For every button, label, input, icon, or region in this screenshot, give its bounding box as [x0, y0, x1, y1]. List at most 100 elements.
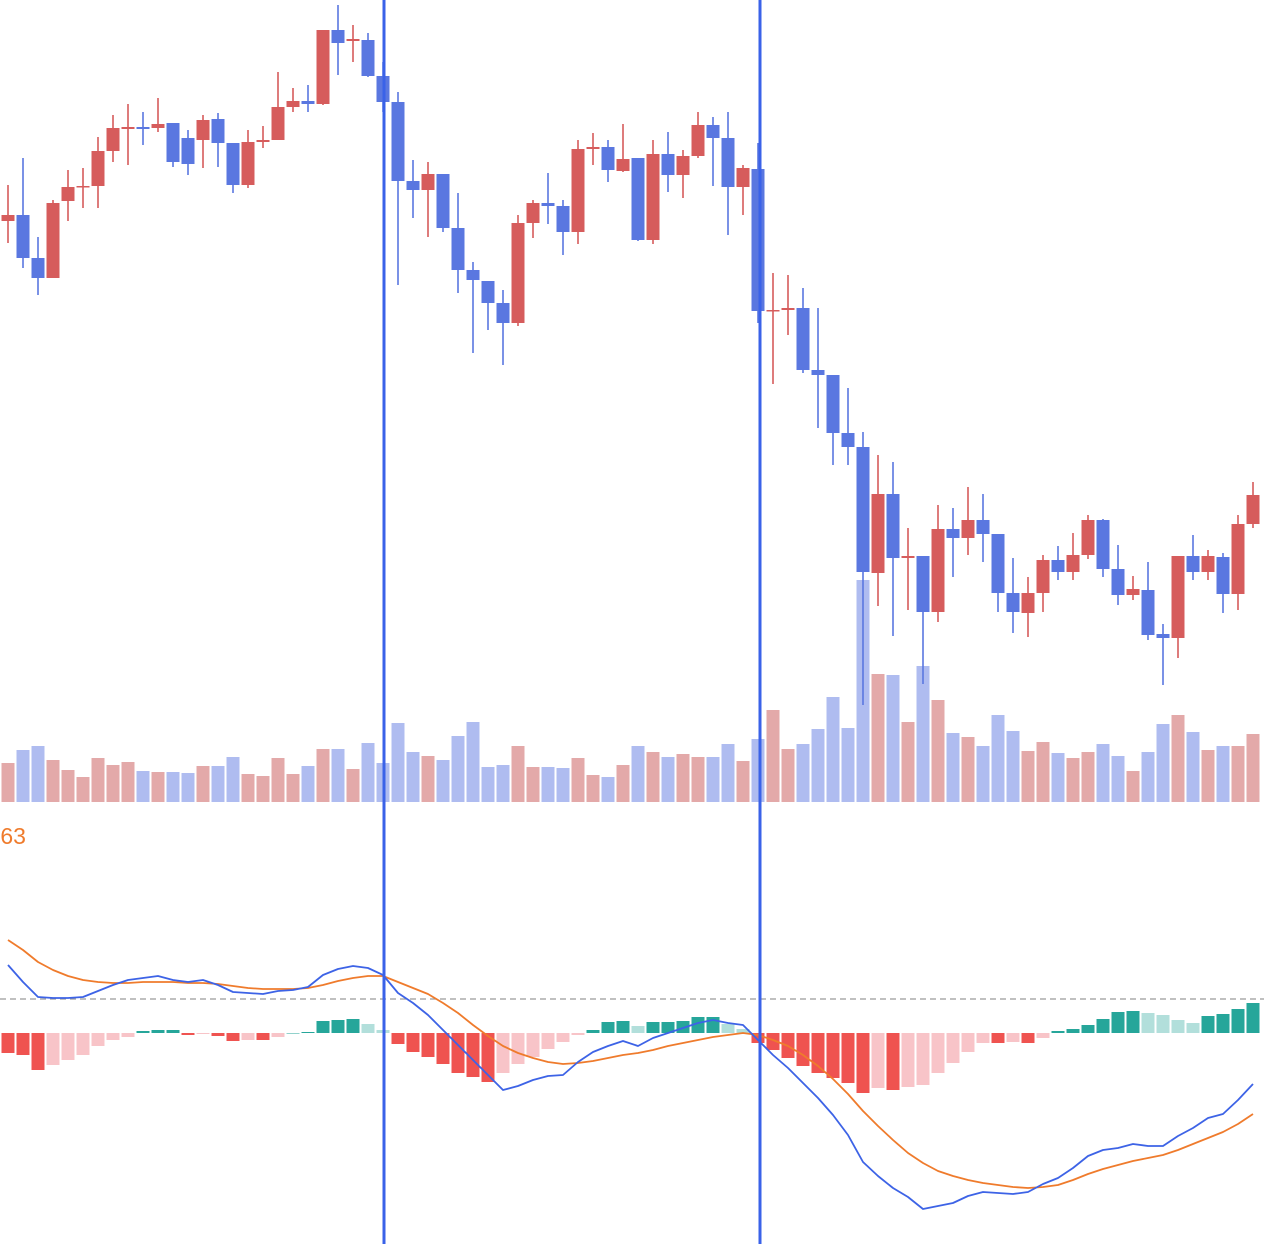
histogram-bar: [421, 1033, 435, 1057]
candle-body: [181, 138, 195, 164]
histogram-bar: [166, 1030, 180, 1033]
volume-bar: [736, 761, 750, 802]
histogram-bar: [31, 1033, 45, 1070]
histogram-bar: [1021, 1033, 1035, 1043]
candle-body: [496, 303, 510, 323]
histogram-bar: [406, 1033, 420, 1052]
histogram-bar: [496, 1033, 510, 1073]
volume-bar: [721, 744, 735, 802]
volume-bar: [331, 749, 345, 802]
volume-bar: [1186, 732, 1200, 802]
histogram-bar: [1186, 1023, 1200, 1033]
volume-bar: [316, 749, 330, 802]
histogram-bar: [91, 1033, 105, 1046]
candle-body: [781, 308, 795, 310]
histogram-bar: [901, 1033, 915, 1087]
volume-bar: [181, 773, 195, 802]
volume-bar: [196, 766, 210, 802]
histogram-bar: [1231, 1009, 1245, 1033]
volume-bar: [1021, 751, 1035, 802]
volume-bar: [136, 771, 150, 802]
volume-bar: [271, 758, 285, 802]
histogram-bar: [796, 1033, 810, 1066]
volume-bar: [16, 750, 30, 802]
candle-body: [646, 154, 660, 240]
volume-bar: [496, 765, 510, 802]
candle-body: [601, 147, 615, 170]
histogram-bar: [1066, 1029, 1080, 1033]
candle-body: [811, 370, 825, 375]
volume-bar: [1036, 742, 1050, 802]
histogram-bar: [61, 1033, 75, 1060]
candle-body: [691, 125, 705, 156]
histogram-bar: [1, 1033, 15, 1053]
volume-bar: [871, 674, 885, 802]
volume-bar: [976, 746, 990, 802]
histogram-bar: [601, 1022, 615, 1033]
candle-body: [91, 151, 105, 186]
candle-body: [931, 529, 945, 612]
histogram-bar: [961, 1033, 975, 1052]
volume-bar: [1126, 771, 1140, 802]
volume-bar: [226, 757, 240, 802]
volume-bar: [91, 758, 105, 802]
histogram-bar: [646, 1022, 660, 1033]
candle-body: [721, 138, 735, 187]
candle-body: [1156, 634, 1170, 638]
histogram-bar: [211, 1033, 225, 1036]
candle-body: [706, 125, 720, 138]
volume-bar: [1111, 756, 1125, 802]
candle-body: [541, 203, 555, 206]
volume-bar: [166, 772, 180, 802]
volume-bar: [1246, 734, 1260, 802]
histogram-bar: [16, 1033, 30, 1055]
candle-body: [346, 39, 360, 41]
histogram-bar: [301, 1032, 315, 1033]
candle-body: [391, 102, 405, 181]
volume-bar: [796, 744, 810, 802]
candle-body: [361, 40, 375, 76]
histogram-bar: [1216, 1014, 1230, 1033]
price-pane: [1, 5, 1260, 802]
histogram-bar: [316, 1021, 330, 1033]
histogram-bar: [46, 1033, 60, 1065]
volume-bar: [556, 768, 570, 802]
histogram-bar: [286, 1033, 300, 1034]
histogram-bar: [361, 1024, 375, 1033]
histogram-bar: [586, 1030, 600, 1033]
volume-bar: [1231, 746, 1245, 802]
histogram-bar: [391, 1033, 405, 1044]
candle-body: [826, 375, 840, 433]
volume-bar: [451, 736, 465, 802]
volume-bar: [586, 775, 600, 802]
candle-body: [841, 433, 855, 447]
histogram-bar: [1141, 1013, 1155, 1033]
volume-bar: [691, 757, 705, 802]
histogram-bar: [1036, 1033, 1050, 1038]
candle-body: [796, 308, 810, 370]
candle-body: [616, 159, 630, 171]
histogram-bar: [271, 1033, 285, 1037]
candle-body: [511, 223, 525, 323]
histogram-bar: [331, 1020, 345, 1033]
volume-bar: [346, 769, 360, 802]
volume-bar: [301, 766, 315, 802]
histogram-bar: [931, 1033, 945, 1073]
histogram-bar: [571, 1033, 585, 1035]
histogram-bar: [256, 1033, 270, 1040]
histogram-bar: [751, 1033, 765, 1043]
volume-bar: [436, 760, 450, 802]
candle-body: [916, 556, 930, 612]
histogram-bar: [526, 1033, 540, 1057]
histogram-bar: [886, 1033, 900, 1090]
histogram-bar: [976, 1033, 990, 1043]
candle-body: [271, 107, 285, 140]
volume-bar: [1081, 752, 1095, 802]
candle-body: [901, 556, 915, 558]
volume-bar: [511, 746, 525, 802]
volume-bar: [991, 715, 1005, 802]
candle-body: [1036, 560, 1050, 593]
volume-bar: [421, 756, 435, 802]
volume-bar: [1066, 758, 1080, 802]
histogram-bar: [121, 1033, 135, 1037]
